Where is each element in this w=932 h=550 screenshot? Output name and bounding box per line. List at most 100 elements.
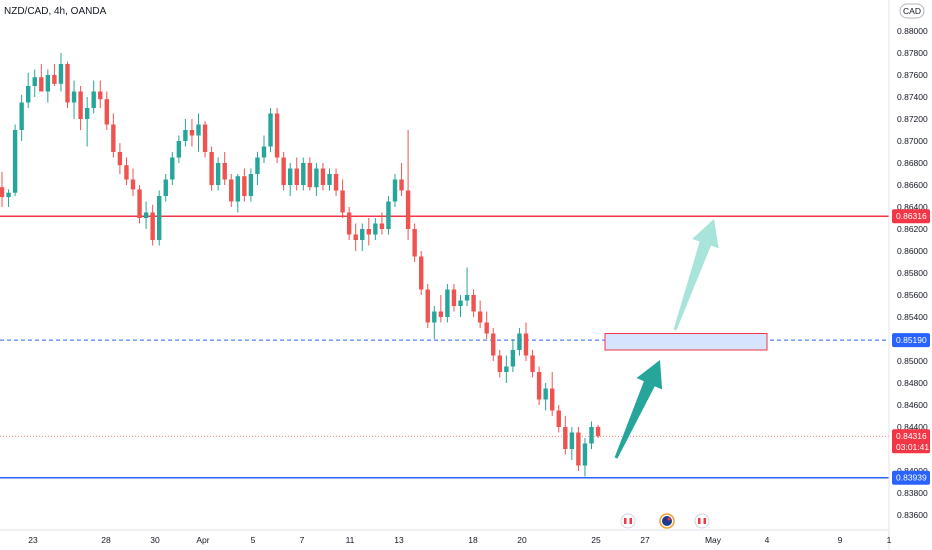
candle[interactable] — [288, 163, 293, 196]
candle[interactable] — [445, 284, 450, 323]
candle[interactable] — [497, 350, 502, 378]
candle[interactable] — [425, 284, 430, 328]
candle[interactable] — [189, 119, 195, 147]
canada-flag-icon[interactable] — [694, 513, 710, 529]
candle[interactable] — [386, 196, 391, 235]
candle[interactable] — [58, 53, 64, 92]
candle[interactable] — [556, 405, 561, 433]
candle[interactable] — [91, 80, 96, 114]
candle[interactable] — [340, 179, 345, 219]
currency-badge[interactable]: CAD — [899, 3, 925, 19]
candle[interactable] — [124, 157, 129, 186]
candle[interactable] — [333, 168, 339, 197]
candle[interactable] — [569, 427, 575, 460]
candle[interactable] — [491, 328, 496, 361]
candle[interactable] — [130, 168, 136, 197]
candle[interactable] — [504, 355, 509, 384]
candle[interactable] — [71, 80, 77, 120]
target-zone[interactable] — [604, 333, 768, 351]
candle[interactable] — [419, 251, 424, 295]
candle[interactable] — [235, 174, 240, 213]
candle[interactable] — [595, 424, 601, 438]
candle[interactable] — [183, 119, 188, 147]
candle[interactable] — [209, 146, 214, 191]
candle[interactable] — [366, 218, 371, 246]
candle[interactable] — [432, 306, 437, 339]
candle[interactable] — [360, 223, 365, 252]
candle[interactable] — [576, 427, 581, 471]
candle[interactable] — [19, 94, 24, 141]
candle[interactable] — [281, 152, 286, 191]
candle[interactable] — [215, 157, 221, 191]
candle[interactable] — [98, 80, 103, 109]
candle[interactable] — [176, 135, 182, 164]
candle[interactable] — [32, 69, 37, 98]
candle[interactable] — [563, 416, 568, 455]
candle[interactable] — [26, 72, 31, 108]
candle[interactable] — [582, 438, 588, 477]
candle[interactable] — [536, 366, 542, 406]
candle[interactable] — [248, 168, 254, 202]
candle[interactable] — [353, 223, 358, 252]
candle[interactable] — [438, 295, 444, 323]
candle[interactable] — [484, 311, 489, 340]
candle[interactable] — [0, 171, 5, 207]
candle[interactable] — [45, 69, 51, 103]
candle[interactable] — [471, 289, 476, 318]
candle[interactable] — [399, 163, 404, 196]
candle[interactable] — [196, 113, 201, 153]
candle[interactable] — [464, 267, 470, 307]
plot-area[interactable] — [0, 53, 889, 479]
candle[interactable] — [78, 86, 83, 130]
candle[interactable] — [451, 284, 457, 312]
candle[interactable] — [301, 157, 306, 191]
candle[interactable] — [255, 152, 260, 185]
candle[interactable] — [242, 168, 247, 202]
candle[interactable] — [379, 212, 385, 235]
candle[interactable] — [117, 143, 123, 174]
candle[interactable] — [307, 157, 313, 191]
candle[interactable] — [550, 372, 555, 416]
candle[interactable] — [373, 218, 378, 240]
candle[interactable] — [137, 185, 142, 224]
candle[interactable] — [222, 152, 227, 185]
candle[interactable] — [268, 108, 273, 152]
candle[interactable] — [229, 174, 234, 207]
candle[interactable] — [150, 204, 155, 246]
candle[interactable] — [530, 350, 535, 378]
arrow-to-zone[interactable] — [614, 360, 663, 459]
candle[interactable] — [104, 91, 109, 131]
canada-flag-icon[interactable] — [620, 513, 636, 529]
candle[interactable] — [39, 64, 44, 92]
candle[interactable] — [458, 295, 463, 317]
candle[interactable] — [111, 113, 116, 158]
candle[interactable] — [589, 421, 594, 450]
candle[interactable] — [405, 130, 411, 240]
candle[interactable] — [543, 383, 548, 411]
candle[interactable] — [477, 300, 483, 329]
new-zealand-flag-icon[interactable] — [659, 513, 675, 529]
candle[interactable] — [163, 174, 168, 202]
candle[interactable] — [157, 190, 162, 246]
candle[interactable] — [170, 152, 175, 185]
candle[interactable] — [65, 61, 70, 108]
candle[interactable] — [517, 328, 522, 356]
arrow-to-resistance[interactable] — [673, 219, 719, 331]
candle[interactable] — [84, 97, 90, 147]
candle[interactable] — [327, 168, 332, 191]
candle[interactable] — [346, 207, 352, 240]
candle[interactable] — [261, 135, 267, 164]
candle[interactable] — [510, 339, 516, 372]
candle[interactable] — [143, 201, 149, 230]
candle[interactable] — [12, 124, 18, 197]
candle[interactable] — [202, 121, 208, 158]
candle[interactable] — [412, 223, 417, 263]
candle[interactable] — [523, 322, 529, 362]
candle[interactable] — [274, 108, 280, 163]
candle[interactable] — [6, 189, 11, 207]
candle[interactable] — [52, 64, 57, 86]
candle[interactable] — [392, 174, 398, 207]
candle[interactable] — [314, 163, 319, 196]
candle[interactable] — [294, 157, 299, 191]
candle[interactable] — [320, 163, 326, 191]
